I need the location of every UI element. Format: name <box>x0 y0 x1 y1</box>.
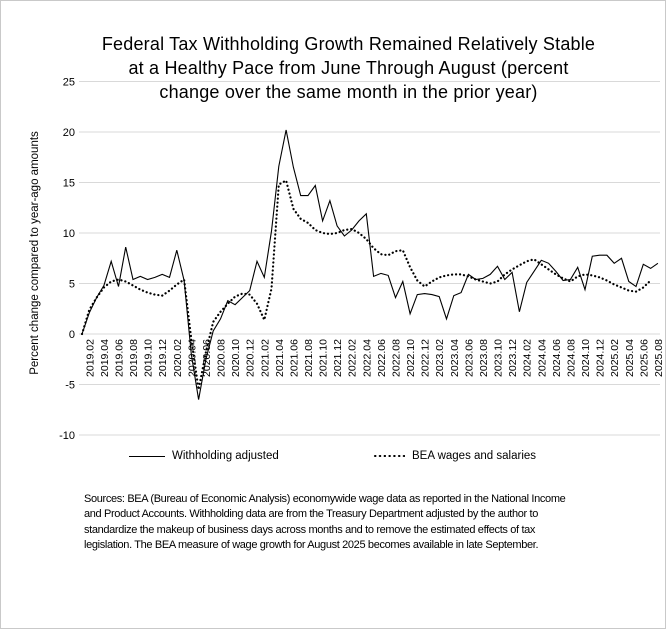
chart-title-line: Federal Tax Withholding Growth Remained … <box>101 34 596 54</box>
svg-text:-5: -5 <box>65 380 75 392</box>
svg-text:2025.04: 2025.04 <box>624 339 636 377</box>
svg-text:2023.12: 2023.12 <box>507 339 519 377</box>
svg-text:2023.10: 2023.10 <box>493 339 505 377</box>
svg-text:0: 0 <box>69 329 75 341</box>
svg-text:2019.04: 2019.04 <box>99 339 111 377</box>
legend-item-bea: BEA wages and salaries <box>373 448 536 464</box>
svg-text:2019.10: 2019.10 <box>143 339 155 377</box>
svg-text:2021.10: 2021.10 <box>318 339 330 377</box>
svg-text:2024.12: 2024.12 <box>595 339 607 377</box>
svg-text:2025.06: 2025.06 <box>638 339 650 377</box>
source-note-line: Sources: BEA (Bureau of Economic Analysi… <box>84 493 566 505</box>
legend-label-bea: BEA wages and salaries <box>412 450 537 462</box>
svg-text:2022.08: 2022.08 <box>391 339 403 377</box>
svg-text:Percent change compared to yea: Percent change compared to year-ago amou… <box>29 131 41 375</box>
svg-text:10: 10 <box>63 228 75 240</box>
svg-text:2021.06: 2021.06 <box>288 339 300 377</box>
legend-item-withholding: Withholding adjusted <box>129 448 279 464</box>
svg-text:2020.08: 2020.08 <box>216 339 228 377</box>
svg-text:2022.12: 2022.12 <box>420 339 432 377</box>
svg-text:2025.08: 2025.08 <box>653 339 665 377</box>
chart-title: Federal Tax Withholding Growth Remained … <box>71 32 626 104</box>
svg-text:2021.04: 2021.04 <box>274 339 286 377</box>
dotted-line-sample-icon <box>373 454 405 458</box>
source-note: Sources: BEA (Bureau of Economic Analysi… <box>84 492 624 553</box>
svg-text:2023.06: 2023.06 <box>463 339 475 377</box>
svg-text:2020.10: 2020.10 <box>230 339 242 377</box>
series-bea-wages <box>80 178 652 390</box>
svg-text:2019.08: 2019.08 <box>128 339 140 377</box>
svg-text:20: 20 <box>63 127 75 139</box>
svg-text:2019.02: 2019.02 <box>84 339 96 377</box>
svg-text:2024.06: 2024.06 <box>551 339 563 377</box>
source-note-line: legislation. The BEA measure of wage gro… <box>84 538 539 551</box>
svg-text:2024.04: 2024.04 <box>536 339 548 377</box>
svg-text:2019.06: 2019.06 <box>114 339 126 377</box>
svg-text:5: 5 <box>69 279 75 291</box>
svg-text:2022.04: 2022.04 <box>361 339 373 377</box>
series-withholding <box>81 129 659 400</box>
source-note-line: standardize the makeup of business days … <box>84 523 536 536</box>
svg-text:2023.08: 2023.08 <box>478 339 490 377</box>
svg-text:2023.04: 2023.04 <box>449 339 461 377</box>
svg-text:-10: -10 <box>59 430 75 442</box>
chart-title-line: at a Healthy Pace from June Through Augu… <box>128 58 569 78</box>
svg-text:2022.06: 2022.06 <box>376 339 388 377</box>
svg-text:2024.10: 2024.10 <box>580 339 592 377</box>
svg-text:2025.02: 2025.02 <box>609 339 621 377</box>
svg-text:2020.12: 2020.12 <box>245 339 257 377</box>
svg-text:25: 25 <box>63 77 75 89</box>
svg-text:2021.02: 2021.02 <box>259 339 271 377</box>
svg-text:2022.10: 2022.10 <box>405 339 417 377</box>
legend-label-withholding: Withholding adjusted <box>172 450 279 462</box>
svg-text:2020.02: 2020.02 <box>172 339 184 377</box>
chart-legend: Withholding adjusted BEA wages and salar… <box>1 448 665 468</box>
svg-text:2023.02: 2023.02 <box>434 339 446 377</box>
chart-title-line: change over the same month in the prior … <box>159 82 538 102</box>
svg-text:2022.02: 2022.02 <box>347 339 359 377</box>
source-note-line: and Product Accounts. Withholding data a… <box>84 508 538 521</box>
svg-text:15: 15 <box>63 178 75 190</box>
svg-text:2019.12: 2019.12 <box>157 339 169 377</box>
svg-text:2021.08: 2021.08 <box>303 339 315 377</box>
svg-text:2024.02: 2024.02 <box>522 339 534 377</box>
solid-line-sample-icon <box>129 455 165 457</box>
svg-text:2024.08: 2024.08 <box>565 339 577 377</box>
svg-text:2021.12: 2021.12 <box>332 339 344 377</box>
